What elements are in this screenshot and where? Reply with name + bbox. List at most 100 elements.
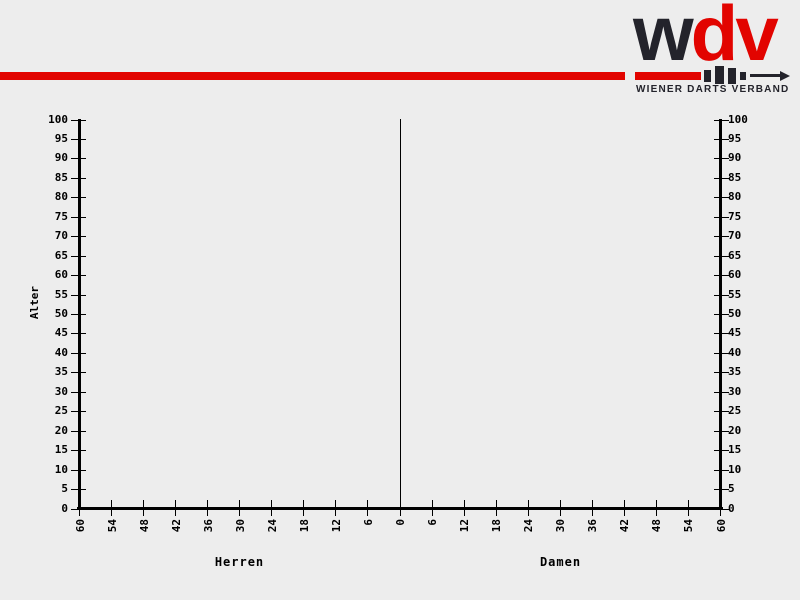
y-tick-left <box>71 217 86 218</box>
y-tick-left <box>71 139 86 140</box>
x-tick <box>464 500 465 516</box>
x-tick-label: 18 <box>298 519 311 533</box>
y-tick-label-right: 15 <box>728 443 742 456</box>
y-tick-right <box>714 236 729 237</box>
y-tick-right <box>714 139 729 140</box>
y-tick-left <box>71 197 86 198</box>
x-tick-label: 48 <box>650 519 663 533</box>
x-tick-label: 36 <box>202 519 215 533</box>
right-group-label: Damen <box>539 555 582 569</box>
x-tick <box>432 500 433 516</box>
x-tick-label: 30 <box>554 519 567 533</box>
y-tick-label-left: 70 <box>54 229 68 242</box>
wdv-logo: wdv WIENER DARTS VERBAND <box>628 0 800 100</box>
dart-icon <box>630 66 798 88</box>
y-tick-label-left: 65 <box>54 249 68 262</box>
y-tick-left <box>71 236 86 237</box>
x-tick <box>79 500 80 516</box>
y-tick-left <box>71 120 86 121</box>
x-tick-label: 60 <box>715 519 728 533</box>
y-tick-label-left: 50 <box>54 307 68 320</box>
y-tick-right <box>714 256 729 257</box>
y-tick-label-right: 35 <box>728 365 742 378</box>
left-group-label: Herren <box>214 555 265 569</box>
y-tick-label-left: 15 <box>54 443 68 456</box>
y-tick-label-right: 10 <box>728 463 742 476</box>
y-tick-label-left: 35 <box>54 365 68 378</box>
y-tick-label-left: 40 <box>54 346 68 359</box>
x-tick <box>560 500 561 516</box>
dart-tip <box>780 71 790 81</box>
y-tick-label-left: 45 <box>54 326 68 339</box>
x-tick <box>496 500 497 516</box>
y-tick-label-left: 85 <box>54 171 68 184</box>
x-tick <box>143 500 144 516</box>
y-tick-left <box>71 353 86 354</box>
y-tick-label-left: 60 <box>54 268 68 281</box>
y-tick-left <box>71 178 86 179</box>
y-tick-left <box>71 470 86 471</box>
y-tick-right <box>714 120 729 121</box>
logo-letter-d: d <box>690 0 739 77</box>
y-tick-right <box>714 411 729 412</box>
logo-letter-v: v <box>735 0 778 77</box>
y-tick-left <box>71 333 86 334</box>
x-tick-label: 42 <box>170 519 183 533</box>
x-tick-label: 6 <box>362 519 375 526</box>
x-tick <box>367 500 368 516</box>
x-tick-label: 30 <box>234 519 247 533</box>
y-tick-label-left: 20 <box>54 424 68 437</box>
y-tick-label-right: 95 <box>728 132 742 145</box>
y-tick-label-left: 90 <box>54 151 68 164</box>
y-tick-left <box>71 275 86 276</box>
y-tick-label-right: 65 <box>728 249 742 262</box>
dart-flight-bar <box>740 72 746 80</box>
x-tick-label: 12 <box>458 519 471 533</box>
x-tick <box>624 500 625 516</box>
x-tick-label: 60 <box>74 519 87 533</box>
y-tick-right <box>714 489 729 490</box>
y-tick-right <box>714 333 729 334</box>
logo-wordmark: wdv <box>633 0 779 72</box>
y-tick-left <box>71 431 86 432</box>
x-tick <box>175 500 176 516</box>
y-tick-right <box>714 295 729 296</box>
x-tick-label: 24 <box>522 519 535 533</box>
y-tick-left <box>71 158 86 159</box>
y-tick-label-left: 10 <box>54 463 68 476</box>
y-tick-right <box>714 450 729 451</box>
x-tick-label: 18 <box>490 519 503 533</box>
y-tick-label-right: 70 <box>728 229 742 242</box>
y-tick-label-left: 0 <box>61 502 68 515</box>
x-tick <box>656 500 657 516</box>
y-tick-label-right: 25 <box>728 404 742 417</box>
x-tick <box>303 500 304 516</box>
y-tick-label-right: 75 <box>728 210 742 223</box>
y-tick-label-left: 5 <box>61 482 68 495</box>
y-tick-left <box>71 256 86 257</box>
y-tick-label-left: 30 <box>54 385 68 398</box>
x-tick-label: 36 <box>586 519 599 533</box>
dart-shaft <box>750 74 780 77</box>
red-divider-line <box>0 72 625 80</box>
y-tick-label-right: 60 <box>728 268 742 281</box>
y-tick-left <box>71 489 86 490</box>
y-tick-label-right: 100 <box>728 113 748 126</box>
y-tick-left <box>71 411 86 412</box>
y-tick-label-right: 45 <box>728 326 742 339</box>
y-tick-label-left: 25 <box>54 404 68 417</box>
x-tick <box>271 500 272 516</box>
y-tick-label-left: 75 <box>54 210 68 223</box>
x-tick <box>335 500 336 516</box>
x-tick <box>688 500 689 516</box>
x-tick-label: 6 <box>426 519 439 526</box>
y-tick-right <box>714 178 729 179</box>
x-tick <box>592 500 593 516</box>
x-tick <box>207 500 208 516</box>
y-tick-right <box>714 392 729 393</box>
x-tick-label: 54 <box>682 519 695 533</box>
y-tick-right <box>714 372 729 373</box>
y-tick-right <box>714 314 729 315</box>
